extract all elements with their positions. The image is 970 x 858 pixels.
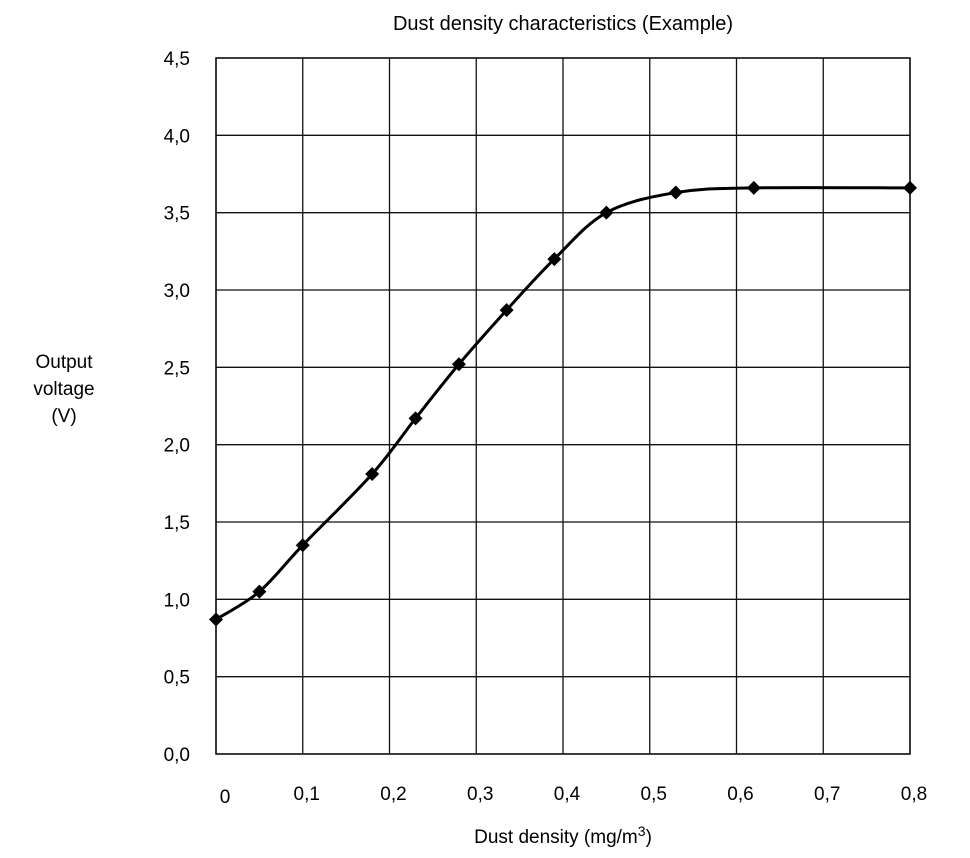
y-axis-label-line-1: Output (35, 352, 93, 373)
y-tick-label: 4,0 (164, 126, 190, 147)
y-tick-labels: 0,0 0,5 1,0 1,5 2,0 2,5 3,0 3,5 4,0 4,5 (164, 49, 190, 766)
data-point (547, 252, 562, 267)
data-point (499, 303, 514, 318)
x-tick-label: 0,2 (380, 784, 406, 805)
y-tick-label: 2,0 (164, 436, 190, 457)
y-tick-label: 1,5 (164, 513, 190, 534)
y-tick-label: 1,0 (164, 590, 190, 611)
data-point (668, 185, 683, 200)
y-tick-label: 0,0 (164, 745, 190, 766)
x-tick-label: 0,8 (901, 784, 927, 805)
y-tick-label: 0,5 (164, 668, 190, 689)
data-point (451, 357, 466, 372)
chart-title: Dust density characteristics (Example) (393, 13, 733, 35)
y-axis-label-line-2: voltage (33, 379, 94, 400)
y-tick-label: 3,0 (164, 281, 190, 302)
x-axis-label-superscript: 3 (638, 823, 646, 839)
data-point (408, 411, 423, 426)
data-point (209, 612, 223, 627)
data-point (252, 584, 267, 599)
x-axis-label: Dust density (mg/m3) (474, 823, 652, 848)
y-tick-label: 3,5 (164, 204, 190, 225)
data-point (365, 467, 380, 482)
data-point (903, 180, 917, 195)
x-axis-label-main: Dust density (mg/m (474, 827, 638, 848)
x-tick-labels: 0 0,1 0,2 0,3 0,4 0,5 0,6 0,7 0,8 (220, 784, 928, 808)
plot-frame (215, 57, 911, 755)
y-tick-label: 4,5 (164, 49, 190, 70)
x-tick-label: 0 (220, 787, 231, 808)
data-point (746, 180, 761, 195)
x-tick-label: 0,6 (727, 784, 753, 805)
x-tick-label: 0,1 (294, 784, 320, 805)
x-tick-label: 0,4 (554, 784, 581, 805)
data-markers (209, 180, 917, 627)
y-axis-label: Output voltage (V) (33, 352, 94, 427)
y-tick-label: 2,5 (164, 358, 190, 379)
x-tick-label: 0,5 (641, 784, 667, 805)
x-tick-label: 0,3 (467, 784, 493, 805)
x-axis-label-close: ) (646, 827, 652, 848)
x-tick-label: 0,7 (814, 784, 840, 805)
data-point (295, 538, 310, 553)
data-point (599, 205, 614, 220)
grid (215, 57, 911, 755)
y-axis-label-line-3: (V) (51, 406, 76, 427)
